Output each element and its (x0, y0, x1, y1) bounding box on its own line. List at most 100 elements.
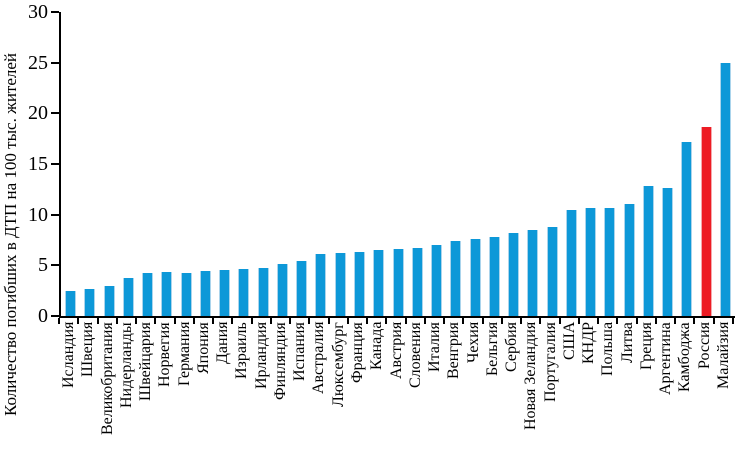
x-axis-tick (269, 318, 272, 324)
bar (334, 253, 346, 316)
x-category-label: Малайзия (714, 322, 732, 390)
bar (84, 288, 96, 316)
bar (546, 226, 558, 316)
x-category-label: Словения (406, 322, 424, 388)
bar-highlighted (700, 126, 712, 316)
bar (681, 141, 693, 316)
bar (469, 239, 481, 316)
x-axis-tick (500, 318, 503, 324)
x-axis-tick (520, 318, 523, 324)
x-axis-tick (154, 318, 157, 324)
x-axis-tick (212, 318, 215, 324)
y-tick-label: 10 (28, 203, 48, 226)
x-category-label: Португалия (541, 322, 559, 402)
y-axis-tick (51, 315, 59, 317)
y-axis-tick (51, 264, 59, 267)
x-category-label: Великобритания (98, 322, 116, 435)
x-axis-tick (250, 318, 253, 324)
bar (527, 229, 539, 316)
bar (353, 252, 365, 316)
x-axis-tick (732, 318, 734, 324)
x-category-label: Япония (194, 322, 212, 374)
bar (642, 186, 654, 316)
x-category-label: Новая Зеландия (522, 322, 540, 431)
y-axis-tick (51, 61, 59, 64)
x-category-label: Франция (348, 322, 366, 383)
x-category-label: Исландия (60, 322, 78, 389)
x-axis-tick (77, 318, 80, 324)
x-category-label: Австралия (310, 322, 328, 395)
x-axis-tick (289, 318, 292, 324)
bar (450, 241, 462, 316)
bar (276, 264, 288, 316)
bar (623, 203, 635, 316)
x-category-label: Камбоджа (676, 322, 694, 392)
x-axis-tick (597, 318, 600, 324)
bar (508, 232, 520, 316)
x-axis-tick (577, 318, 580, 324)
bar (662, 188, 674, 316)
bar (257, 268, 269, 316)
x-category-label: США (560, 322, 578, 361)
x-category-label: Швейцария (137, 322, 155, 401)
x-axis-tick (192, 318, 195, 324)
x-axis-tick (346, 318, 349, 324)
bar (585, 207, 597, 316)
x-axis-tick (115, 318, 118, 324)
y-axis-tick (51, 163, 59, 165)
x-category-label: Люксембург (329, 322, 347, 407)
x-category-label: Швеция (79, 322, 97, 378)
x-category-label: Аргентина (657, 322, 675, 395)
x-category-label: Дания (214, 322, 232, 365)
bar (565, 209, 577, 316)
x-category-label: Сербия (503, 322, 521, 373)
bar (604, 207, 616, 316)
y-tick-label: 0 (38, 305, 48, 327)
x-axis-tick (96, 318, 99, 324)
x-axis-tick (635, 318, 638, 324)
x-axis-tick (385, 318, 388, 324)
bar (180, 273, 192, 316)
x-category-label: Германия (175, 322, 193, 387)
x-category-label: Испания (291, 322, 309, 381)
x-axis-tick (693, 318, 696, 324)
x-axis-tick (558, 318, 561, 324)
y-tick-label: 20 (28, 102, 48, 125)
x-axis-tick (135, 318, 138, 324)
x-axis-tick (462, 318, 465, 324)
x-category-label: Венгрия (445, 322, 463, 379)
x-axis-tick (366, 318, 369, 324)
y-tick-label: 25 (28, 51, 48, 74)
bar (238, 269, 250, 316)
x-axis-tick (308, 318, 311, 324)
bar (65, 290, 77, 316)
y-tick-label: 5 (38, 254, 48, 277)
bar (719, 62, 731, 316)
y-tick-label: 30 (28, 1, 48, 23)
bar (142, 273, 154, 316)
bar (219, 270, 231, 316)
bar (411, 248, 423, 316)
x-category-label: Нидерланды (117, 322, 135, 408)
x-category-label: Польша (599, 322, 617, 377)
x-axis-tick (58, 318, 60, 324)
bar (488, 237, 500, 316)
x-category-label: Бельгия (483, 322, 501, 377)
x-category-label: КНДР (580, 322, 598, 365)
bar (296, 261, 308, 316)
bar (431, 245, 442, 316)
x-category-label: Ирландия (252, 322, 270, 390)
x-axis-tick (712, 318, 715, 324)
y-axis-tick (51, 213, 59, 216)
x-category-label: Австрия (387, 322, 405, 380)
x-category-label: Греция (637, 322, 655, 370)
x-axis-tick (173, 318, 176, 324)
plot-area (59, 12, 735, 318)
y-tick-label: 15 (28, 153, 48, 175)
y-axis-tick (51, 112, 59, 115)
x-category-label: Россия (695, 322, 713, 370)
bar (315, 254, 327, 316)
bar (373, 250, 385, 316)
bar (103, 285, 115, 316)
